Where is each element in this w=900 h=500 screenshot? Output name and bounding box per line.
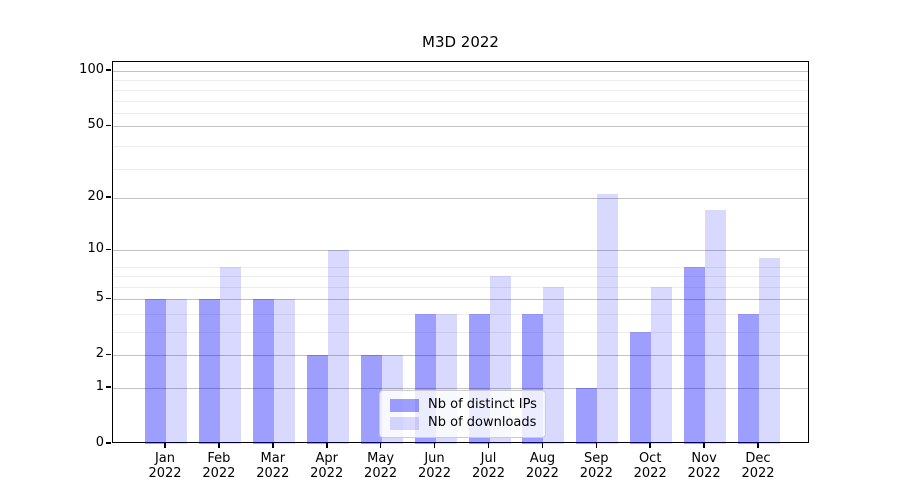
x-tick-label-apr: Apr 2022 [310, 451, 344, 481]
x-tick-label-oct: Oct 2022 [633, 451, 667, 481]
x-tick-label-jan: Jan 2022 [148, 451, 182, 481]
major-gridline-20 [113, 198, 808, 199]
legend-item-downloads: Nb of downloads [390, 415, 537, 431]
x-tick-mark [326, 443, 328, 448]
legend-label-downloads: Nb of downloads [428, 415, 537, 430]
y-tick-label-2: 2 [95, 346, 104, 362]
bar-downloads-dec [759, 257, 780, 444]
bar-downloads-mar [273, 299, 295, 444]
x-tick-mark [272, 443, 274, 448]
bar-distinct-ips-may [360, 355, 382, 444]
x-tick-mark [218, 443, 220, 448]
x-tick-label-feb: Feb 2022 [202, 451, 236, 481]
minor-gridline [113, 113, 808, 115]
bar-distinct-ips-apr [306, 355, 328, 444]
y-tick-label-100: 100 [79, 62, 104, 78]
legend-swatch-downloads-icon [390, 416, 419, 430]
x-tick-label-sep: Sep 2022 [579, 451, 613, 481]
y-tick-label-50: 50 [87, 117, 104, 133]
y-tick-mark [106, 124, 111, 126]
bar-distinct-ips-nov [684, 266, 706, 444]
legend-swatch-distinct-ips-icon [390, 398, 419, 412]
bar-distinct-ips-oct [630, 332, 652, 444]
bar-distinct-ips-sep [576, 388, 598, 444]
minor-gridline [113, 266, 808, 268]
y-tick-mark [106, 248, 111, 250]
y-tick-label-0: 0 [95, 435, 104, 450]
bar-downloads-jan [166, 299, 187, 444]
x-tick-label-nov: Nov 2022 [687, 451, 721, 481]
bar-distinct-ips-mar [252, 299, 274, 444]
major-gridline-1 [113, 388, 808, 389]
minor-gridline [113, 100, 808, 102]
x-tick-label-jul: Jul 2022 [471, 451, 506, 481]
x-tick-mark [595, 443, 597, 448]
x-tick-label-mar: Mar 2022 [256, 451, 290, 481]
y-tick-label-5: 5 [95, 290, 104, 306]
minor-gridline [113, 286, 808, 288]
x-tick-label-may: May 2022 [364, 451, 398, 481]
x-tick-mark [487, 443, 490, 448]
y-tick-label-20: 20 [87, 189, 104, 204]
y-tick-mark [106, 297, 111, 299]
minor-gridline [113, 313, 808, 315]
major-gridline-2 [113, 355, 808, 357]
plot-area [112, 61, 809, 444]
bar-downloads-feb [219, 266, 241, 444]
chart-title: M3D 2022 [422, 33, 499, 51]
x-tick-mark [703, 443, 705, 448]
x-tick-label-dec: Dec 2022 [741, 451, 775, 481]
bar-downloads-sep [597, 194, 619, 444]
legend: Nb of distinct IPs Nb of downloads [379, 390, 546, 438]
minor-gridline [113, 276, 808, 277]
major-gridline-5 [113, 299, 808, 301]
legend-label-distinct-ips: Nb of distinct IPs [428, 397, 537, 412]
x-tick-label-aug: Aug 2022 [525, 451, 559, 481]
y-tick-mark [106, 386, 111, 388]
bar-distinct-ips-feb [198, 299, 220, 444]
minor-gridline [113, 145, 808, 147]
minor-gridline [113, 332, 808, 333]
bar-distinct-ips-jan [145, 299, 166, 444]
y-tick-label-10: 10 [87, 241, 104, 257]
x-tick-label-jun: Jun 2022 [417, 451, 452, 481]
bar-distinct-ips-dec [738, 313, 759, 444]
y-tick-mark [106, 69, 111, 71]
major-gridline-50 [113, 126, 808, 128]
bar-downloads-apr [327, 250, 349, 444]
x-tick-mark [541, 443, 544, 448]
x-tick-mark [164, 443, 166, 448]
x-tick-mark [757, 443, 759, 448]
y-tick-mark [106, 353, 111, 355]
x-tick-mark [433, 443, 436, 448]
major-gridline-100 [113, 71, 808, 73]
y-tick-mark [106, 442, 111, 444]
minor-gridline [113, 80, 808, 82]
minor-gridline [113, 169, 808, 171]
y-tick-mark [106, 196, 111, 198]
minor-gridline [113, 89, 808, 91]
legend-item-distinct-ips: Nb of distinct IPs [390, 397, 537, 413]
x-tick-mark [649, 443, 651, 448]
x-tick-mark [379, 443, 382, 448]
y-tick-label-1: 1 [95, 379, 104, 394]
bar-downloads-aug [543, 286, 565, 444]
major-gridline-10 [113, 250, 808, 252]
bar-downloads-oct [651, 286, 673, 444]
bar-downloads-nov [705, 210, 727, 444]
